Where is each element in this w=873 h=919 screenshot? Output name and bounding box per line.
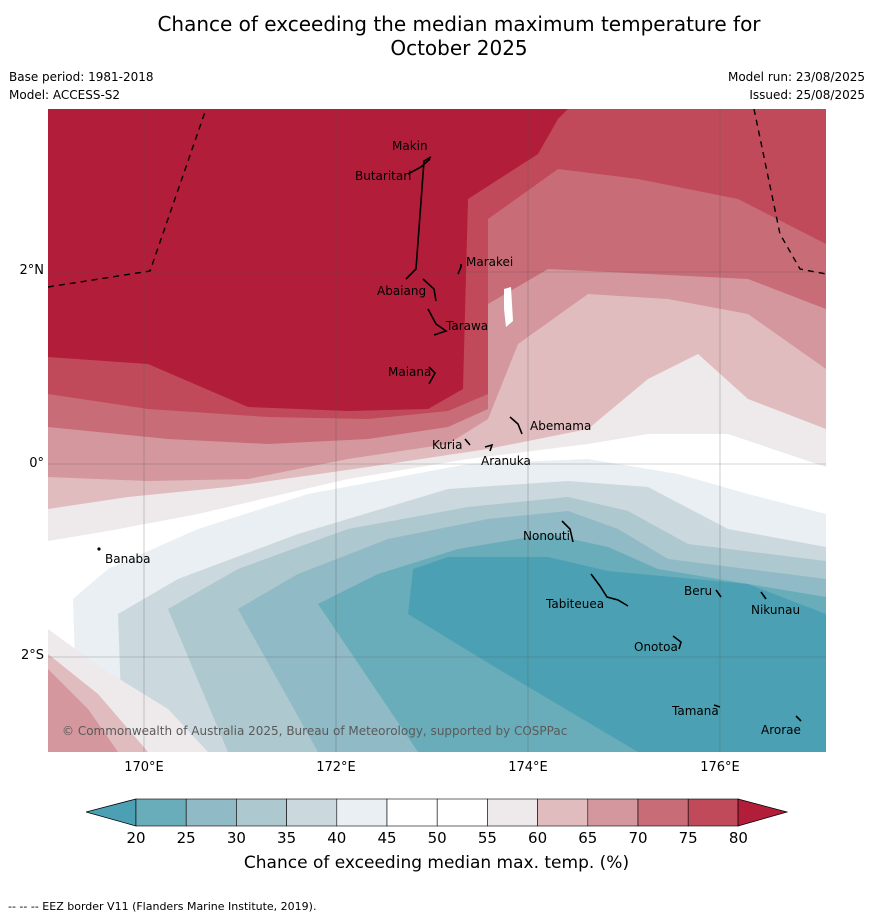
colorbar-tick-label: 75: [678, 829, 698, 847]
colorbar-tick-label: 80: [728, 829, 748, 847]
label-kuria: Kuria: [432, 438, 463, 452]
band-lt-20: [408, 557, 826, 752]
label-tabiteuea: Tabiteuea: [546, 597, 605, 611]
band-gt-80: [48, 109, 568, 411]
eez-legend-note: -- -- -- EEZ border V11 (Flanders Marine…: [8, 900, 317, 913]
colorbar-label: Chance of exceeding median max. temp. (%…: [243, 853, 630, 873]
model-name: Model: ACCESS-S2: [9, 88, 121, 102]
sw-band-65-70: [48, 669, 118, 752]
label-nikunau: Nikunau: [751, 603, 801, 617]
label-tarawa: Tarawa: [446, 319, 489, 333]
title-line-1: Chance of exceeding the median maximum t…: [157, 12, 761, 36]
colorbar-segment: [236, 798, 287, 827]
base-period: Base period: 1981-2018: [9, 70, 154, 84]
colorbar-segment: [587, 798, 639, 827]
label-tamana: Tamana: [672, 704, 719, 718]
label-nonouti: Nonouti: [523, 529, 570, 543]
label-abemama: Abemama: [530, 419, 592, 433]
colorbar-tick-label: 20: [126, 829, 146, 847]
colorbar-segment: [286, 798, 338, 827]
label-marakei: Marakei: [466, 255, 514, 269]
colorbar-segment: [336, 798, 388, 827]
lon-tick-176e: 176°E: [700, 760, 740, 775]
model-run: Model run: 23/08/2025: [727, 70, 865, 84]
colorbar-tick-label: 30: [226, 829, 246, 847]
lon-tick-174e: 174°E: [508, 760, 548, 775]
colorbar-tick-label: 25: [176, 829, 196, 847]
label-arorae: Arorae: [761, 723, 801, 737]
forecast-map[interactable]: Makin Butaritari Marakei Abaiang Tarawa …: [48, 109, 826, 752]
colorbar: [86, 798, 788, 827]
lon-tick-172e: 172°E: [316, 760, 356, 775]
colorbar-tick-label: 40: [327, 829, 347, 847]
chart-title: Chance of exceeding the median maximum t…: [0, 12, 873, 60]
copyright-notice: © Commonwealth of Australia 2025, Bureau…: [62, 724, 568, 738]
label-abaiang: Abaiang: [377, 284, 427, 298]
colorbar-tick-label: 50: [427, 829, 447, 847]
colorbar-tick-label: 55: [477, 829, 497, 847]
label-banaba: Banaba: [105, 552, 151, 566]
label-aranuka: Aranuka: [481, 454, 531, 468]
colorbar-tick-label: 35: [277, 829, 297, 847]
lat-tick-2n: 2°N: [19, 263, 45, 278]
label-beru: Beru: [684, 584, 713, 598]
meta-left: Base period: 1981-2018 Model: ACCESS-S2: [9, 68, 154, 104]
colorbar-segment: [135, 798, 187, 827]
colorbar-segment: [537, 798, 589, 827]
meta-right: Model run: 23/08/2025 Issued: 25/08/2025: [728, 68, 865, 104]
colorbar-extend-high: [737, 798, 788, 827]
colorbar-segment: [687, 798, 739, 827]
colorbar-tick-label: 45: [377, 829, 397, 847]
colorbar-segment: [637, 798, 689, 827]
label-onotoa: Onotoa: [634, 640, 678, 654]
colorbar-segment: [436, 798, 488, 827]
colorbar-tick-label: 60: [528, 829, 548, 847]
issued-date: Issued: 25/08/2025: [749, 88, 865, 102]
title-line-2: October 2025: [390, 36, 528, 60]
lat-tick-2s: 2°S: [20, 648, 44, 663]
lon-tick-170e: 170°E: [124, 760, 164, 775]
colorbar-segment: [386, 798, 438, 827]
label-makin: Makin: [392, 139, 428, 153]
hole-60: [504, 287, 513, 327]
label-maiana: Maiana: [388, 365, 432, 379]
colorbar-segment: [487, 798, 538, 827]
colorbar-segment: [185, 798, 237, 827]
map-shading: [48, 109, 826, 752]
colorbar-extend-low: [86, 798, 137, 827]
lat-tick-0: 0°: [29, 456, 44, 471]
colorbar-tick-label: 65: [578, 829, 598, 847]
label-butaritari: Butaritari: [355, 169, 412, 183]
colorbar-tick-label: 70: [628, 829, 648, 847]
